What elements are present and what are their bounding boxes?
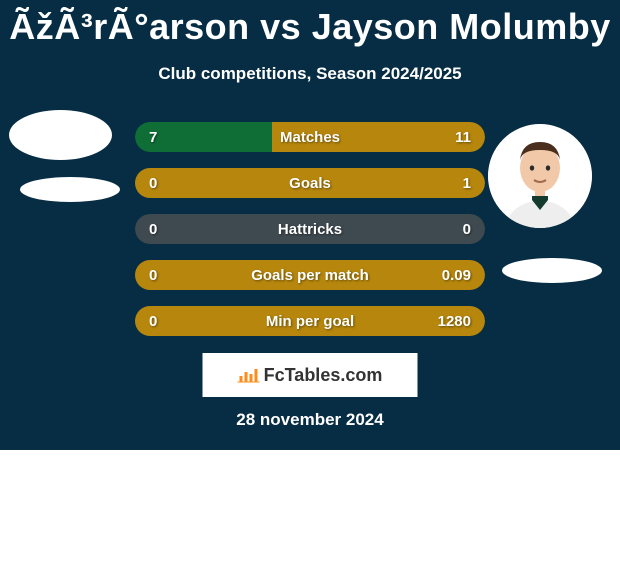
stat-value-left: 0 [149, 175, 157, 192]
player-right-club-badge [502, 258, 602, 283]
stat-row: 7 11 Matches [135, 122, 485, 152]
player-left-club-badge [20, 177, 120, 202]
stat-label: Goals [289, 175, 331, 192]
stats-table: 7 11 Matches 0 1 Goals 0 0 Hattricks 0 0.09 Goals p… [135, 122, 485, 352]
date-label: 28 november 2024 [0, 410, 620, 430]
logo-text: FcTables.com [238, 365, 383, 386]
stat-row: 0 0.09 Goals per match [135, 260, 485, 290]
player-left-avatar [9, 110, 112, 160]
stat-label: Min per goal [266, 313, 354, 330]
logo-label: FcTables.com [264, 365, 383, 386]
bar-chart-icon [238, 366, 260, 384]
subtitle: Club competitions, Season 2024/2025 [0, 64, 620, 84]
stat-value-left: 0 [149, 221, 157, 238]
stat-value-right: 0.09 [442, 267, 471, 284]
stat-row: 0 0 Hattricks [135, 214, 485, 244]
stat-label: Hattricks [278, 221, 342, 238]
stat-row: 0 1 Goals [135, 168, 485, 198]
comparison-card: ÃžÃ³rÃ°arson vs Jayson Molumby Club comp… [0, 0, 620, 450]
stat-value-left: 0 [149, 267, 157, 284]
player-photo-icon [488, 124, 592, 228]
stat-value-left: 0 [149, 313, 157, 330]
stat-value-right: 1 [463, 175, 471, 192]
stat-value-left: 7 [149, 129, 157, 146]
source-logo: FcTables.com [203, 353, 418, 397]
player-right-avatar [488, 124, 592, 228]
stat-label: Matches [280, 129, 340, 146]
stat-label: Goals per match [251, 267, 369, 284]
stat-value-right: 11 [455, 129, 471, 146]
stat-value-right: 1280 [438, 313, 471, 330]
stat-row: 0 1280 Min per goal [135, 306, 485, 336]
stat-value-right: 0 [463, 221, 471, 238]
page-title: ÃžÃ³rÃ°arson vs Jayson Molumby [0, 0, 620, 48]
